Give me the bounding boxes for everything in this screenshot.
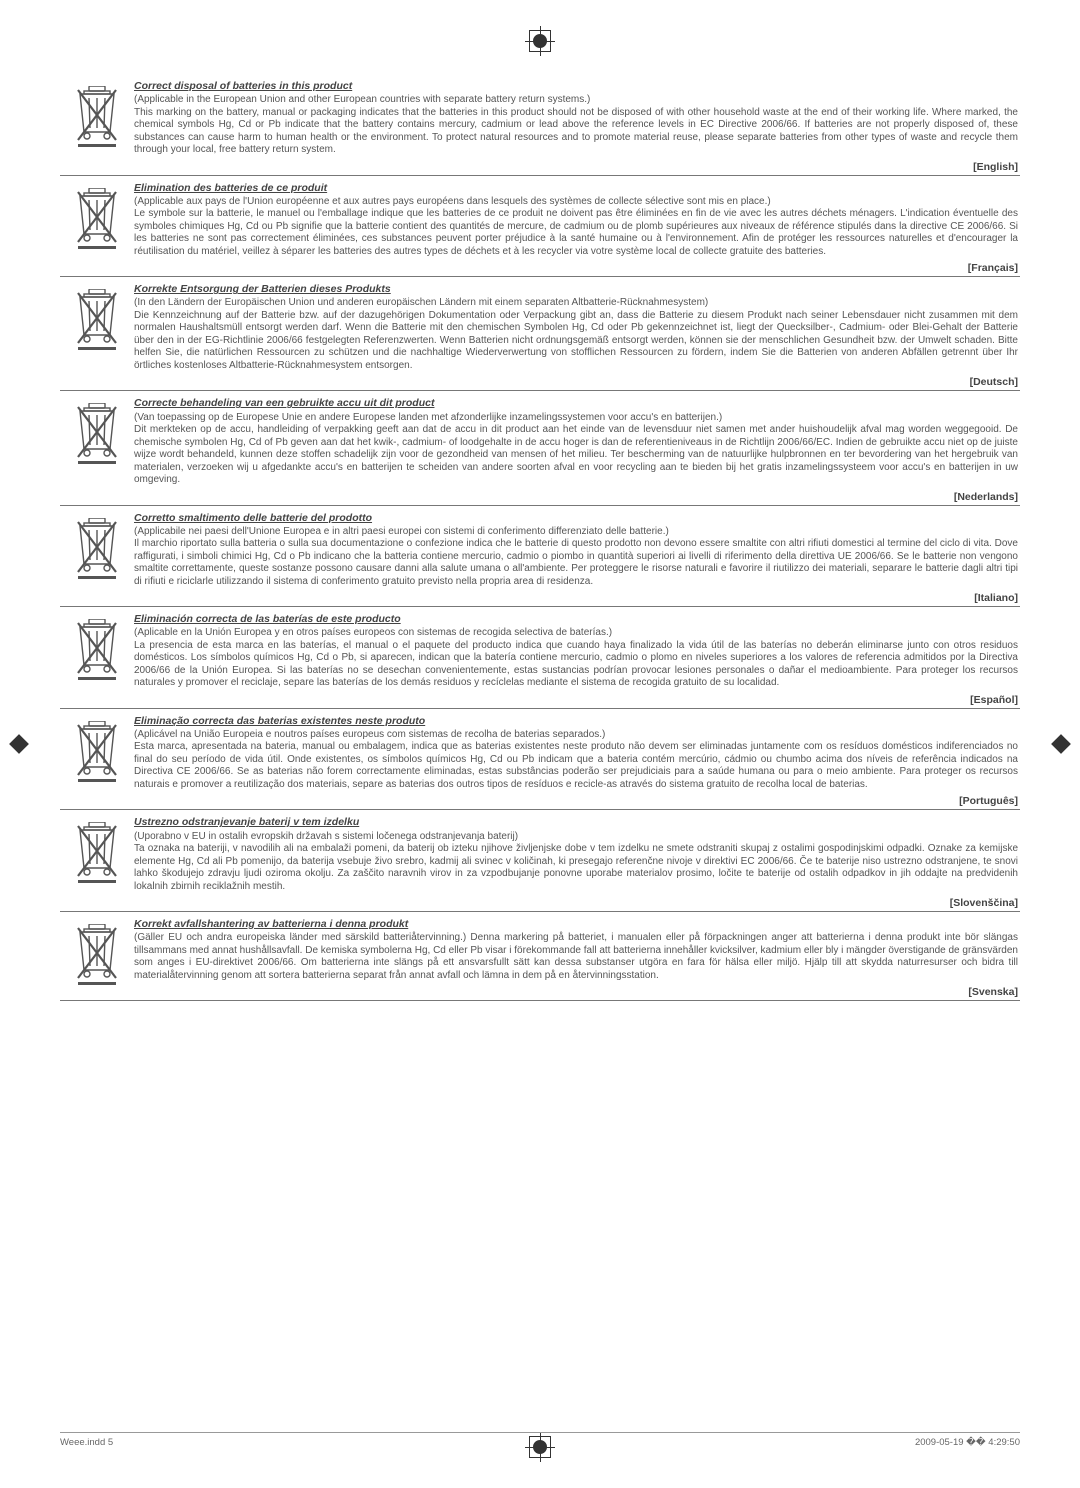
disposal-section: Corretto smaltimento delle batterie del …: [60, 512, 1020, 608]
crossed-bin-icon: [60, 397, 134, 465]
crossed-bin-icon: [60, 613, 134, 681]
content-area: Correct disposal of batteries in this pr…: [60, 80, 1020, 1001]
crossed-bin-icon: [60, 918, 134, 986]
section-text: Correct disposal of batteries in this pr…: [134, 80, 1020, 171]
section-text: Eliminación correcta de las baterías de …: [134, 613, 1020, 704]
section-title: Korrekte Entsorgung der Batterien dieses…: [134, 283, 1018, 296]
crossed-bin-icon: [60, 512, 134, 580]
language-label: Nederlands: [954, 491, 1018, 503]
footer-left: Weee.indd 5: [60, 1437, 113, 1448]
section-text: Ustrezno odstranjevanje baterij v tem iz…: [134, 816, 1020, 907]
section-text: Korrekt avfallshantering av batterierna …: [134, 918, 1020, 996]
language-label: Slovenščina: [950, 897, 1018, 909]
disposal-section: Korrekt avfallshantering av batterierna …: [60, 918, 1020, 1001]
section-body: (Aplicável na União Europeia e noutros p…: [134, 729, 1018, 806]
section-title: Ustrezno odstranjevanje baterij v tem iz…: [134, 816, 1018, 829]
language-label: Italiano: [974, 592, 1018, 604]
language-label: Français: [968, 262, 1018, 274]
section-text: Elimination des batteries de ce produit(…: [134, 182, 1020, 273]
disposal-section: Elimination des batteries de ce produit(…: [60, 182, 1020, 278]
language-label: English: [973, 161, 1018, 173]
section-body: (Gäller EU och andra europeiska länder m…: [134, 932, 1018, 996]
language-label: Deutsch: [970, 376, 1018, 388]
disposal-section: Correcte behandeling van een gebruikte a…: [60, 397, 1020, 505]
page: Correct disposal of batteries in this pr…: [0, 0, 1080, 1488]
crossed-bin-icon: [60, 715, 134, 783]
registration-mark-top: [529, 30, 551, 52]
crossed-bin-icon: [60, 283, 134, 351]
disposal-section: Correct disposal of batteries in this pr…: [60, 80, 1020, 176]
crossed-bin-icon: [60, 816, 134, 884]
section-title: Elimination des batteries de ce produit: [134, 182, 1018, 195]
section-body: (Van toepassing op de Europese Unie en a…: [134, 412, 1018, 501]
section-text: Korrekte Entsorgung der Batterien dieses…: [134, 283, 1020, 386]
section-body: (Applicabile nei paesi dell'Unione Europ…: [134, 526, 1018, 603]
section-body: (Aplicable en la Unión Europea y en otro…: [134, 627, 1018, 704]
footer: Weee.indd 5 2009-05-19 �� 4:29:50: [60, 1432, 1020, 1448]
disposal-section: Korrekte Entsorgung der Batterien dieses…: [60, 283, 1020, 391]
section-body: (Uporabno v EU in ostalih evropskih drža…: [134, 831, 1018, 908]
footer-right: 2009-05-19 �� 4:29:50: [915, 1437, 1020, 1448]
section-title: Eliminación correcta de las baterías de …: [134, 613, 1018, 626]
section-title: Correcte behandeling van een gebruikte a…: [134, 397, 1018, 410]
disposal-section: Eliminação correcta das baterias existen…: [60, 715, 1020, 811]
section-text: Corretto smaltimento delle batterie del …: [134, 512, 1020, 603]
section-title: Korrekt avfallshantering av batterierna …: [134, 918, 1018, 931]
section-body: (In den Ländern der Europäischen Union u…: [134, 297, 1018, 386]
section-title: Corretto smaltimento delle batterie del …: [134, 512, 1018, 525]
side-mark-right: [1054, 737, 1068, 751]
disposal-section: Ustrezno odstranjevanje baterij v tem iz…: [60, 816, 1020, 912]
section-text: Eliminação correcta das baterias existen…: [134, 715, 1020, 806]
crossed-bin-icon: [60, 80, 134, 148]
section-title: Correct disposal of batteries in this pr…: [134, 80, 1018, 93]
section-body: (Applicable in the European Union and ot…: [134, 94, 1018, 171]
side-mark-left: [12, 737, 26, 751]
language-label: Português: [959, 795, 1018, 807]
crossed-bin-icon: [60, 182, 134, 250]
section-text: Correcte behandeling van een gebruikte a…: [134, 397, 1020, 500]
section-body: (Applicable aux pays de l'Union européen…: [134, 196, 1018, 273]
language-label: Svenska: [968, 986, 1018, 998]
disposal-section: Eliminación correcta de las baterías de …: [60, 613, 1020, 709]
language-label: Español: [970, 694, 1018, 706]
section-title: Eliminação correcta das baterias existen…: [134, 715, 1018, 728]
